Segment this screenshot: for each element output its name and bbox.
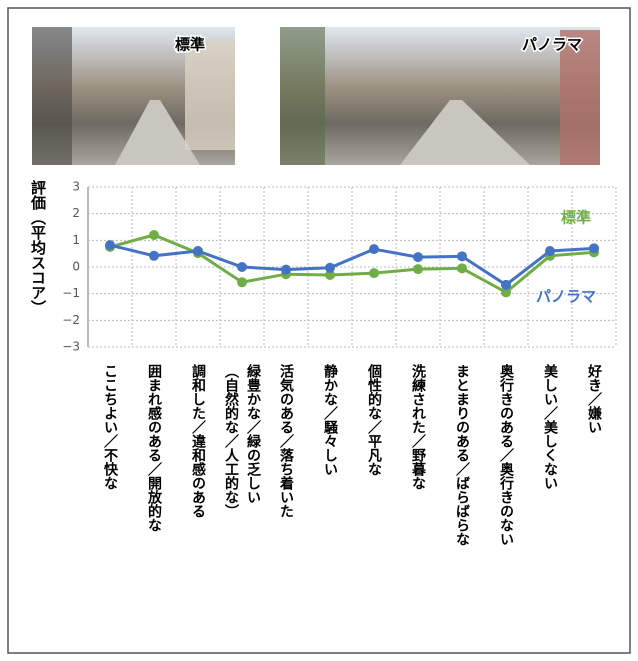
y-tick-label: 3 [72,180,80,194]
x-tick-label: 緑豊かな／緑の乏しい （自然的な／人工的な） [223,364,261,518]
marker [457,251,467,262]
x-tick-label: 調和した／違和感のある [190,364,206,518]
y-tick-label: −1 [62,286,80,300]
marker [457,263,467,274]
marker [105,240,115,251]
photo-standard: 標準 [32,27,235,165]
marker [281,264,291,275]
x-tick-label: 奥行きのある／奥行きのない [498,364,514,546]
marker [413,252,423,263]
marker [149,230,159,240]
x-tick-label: まとまりのある／ばらばらな [454,364,470,546]
marker [545,246,555,256]
x-tick-label: 静かな／騒々しい [322,364,338,476]
legend-label: 標準 [561,209,591,227]
x-tick-label: 好き／嫌い [586,364,602,434]
photo-panorama: パノラマ [280,27,600,165]
y-axis-label: 評価（平均スコア） [29,180,47,315]
marker [193,246,203,256]
x-tick-label: 囲まれ感のある／開放的な [146,364,162,532]
marker [369,244,379,255]
marker [501,287,511,298]
y-tick-label: 1 [72,233,80,247]
legend-label: パノラマ [536,288,596,306]
marker [325,262,335,273]
x-tick-label: ここちよい／不快な [102,364,118,490]
marker [149,250,159,261]
marker [237,277,247,288]
y-tick-label: −3 [62,340,80,354]
y-tick-label: 2 [72,206,80,220]
marker [413,264,423,275]
line [109,243,595,287]
line [109,233,595,295]
x-tick-label: 個性的な／平凡な [366,364,382,476]
x-tick-label: 美しい／美しくない [542,364,558,490]
y-tick-label: −2 [62,313,80,327]
x-tick-label: 活気のある／落ち着いた [278,364,294,518]
marker [237,262,247,272]
marker [501,279,511,290]
marker [325,270,335,280]
marker [369,268,379,279]
photo-label: 標準 [175,36,205,54]
y-tick-label: 0 [72,260,80,274]
x-tick-label: 洗練された／野暮な [410,364,426,490]
frame [7,7,631,654]
marker [589,243,599,254]
photo-label: パノラマ [522,36,582,54]
